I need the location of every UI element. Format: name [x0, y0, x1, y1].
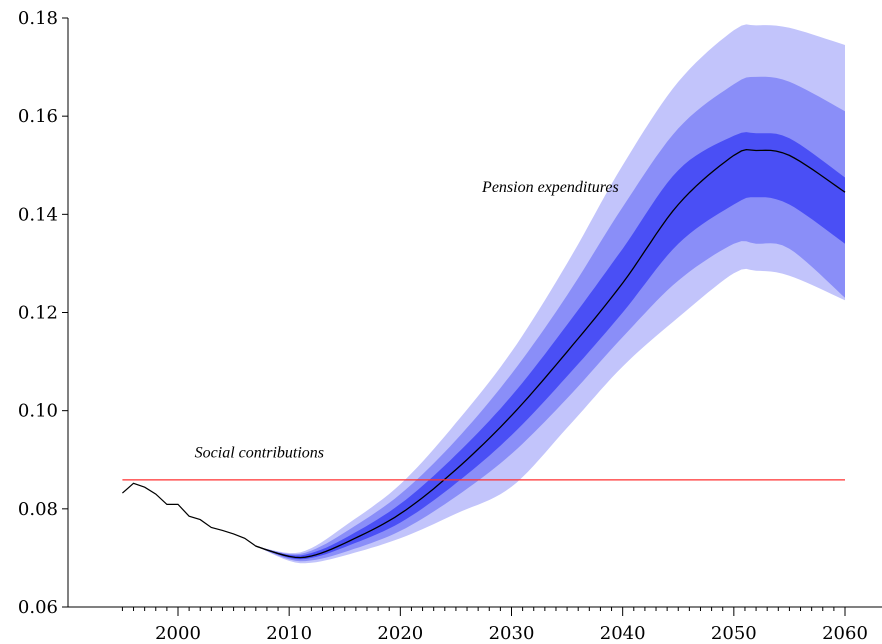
y-tick-label: 0.14 — [18, 204, 58, 225]
x-axis-minor-ticks — [121, 607, 835, 611]
y-axis-ticks: 0.06 0.08 0.10 0.12 0.14 0.16 0.18 — [18, 8, 68, 618]
y-tick-label: 0.10 — [18, 401, 58, 422]
inner-forecast-band — [255, 132, 846, 560]
x-tick-label: 2040 — [600, 623, 646, 644]
median-forecast-line — [255, 148, 846, 559]
x-tick-label: 2050 — [711, 623, 757, 644]
y-tick-label: 0.16 — [18, 106, 58, 127]
x-tick-label: 2010 — [266, 623, 312, 644]
y-tick-label: 0.18 — [18, 8, 58, 29]
y-tick-label: 0.08 — [18, 499, 58, 520]
y-tick-label: 0.06 — [18, 597, 58, 618]
forecast-bands — [255, 24, 846, 564]
y-tick-label: 0.12 — [18, 303, 58, 324]
x-tick-label: 2060 — [822, 623, 868, 644]
pension-expenditures-annotation: Pension expenditures — [481, 179, 619, 196]
x-tick-label: 2030 — [489, 623, 535, 644]
x-tick-label: 2000 — [155, 623, 201, 644]
x-tick-label: 2020 — [377, 623, 423, 644]
x-axis-ticks: 2000 2010 2020 2030 2040 2050 2060 — [155, 607, 868, 644]
historical-line — [122, 482, 290, 557]
social-contributions-annotation: Social contributions — [195, 444, 324, 461]
